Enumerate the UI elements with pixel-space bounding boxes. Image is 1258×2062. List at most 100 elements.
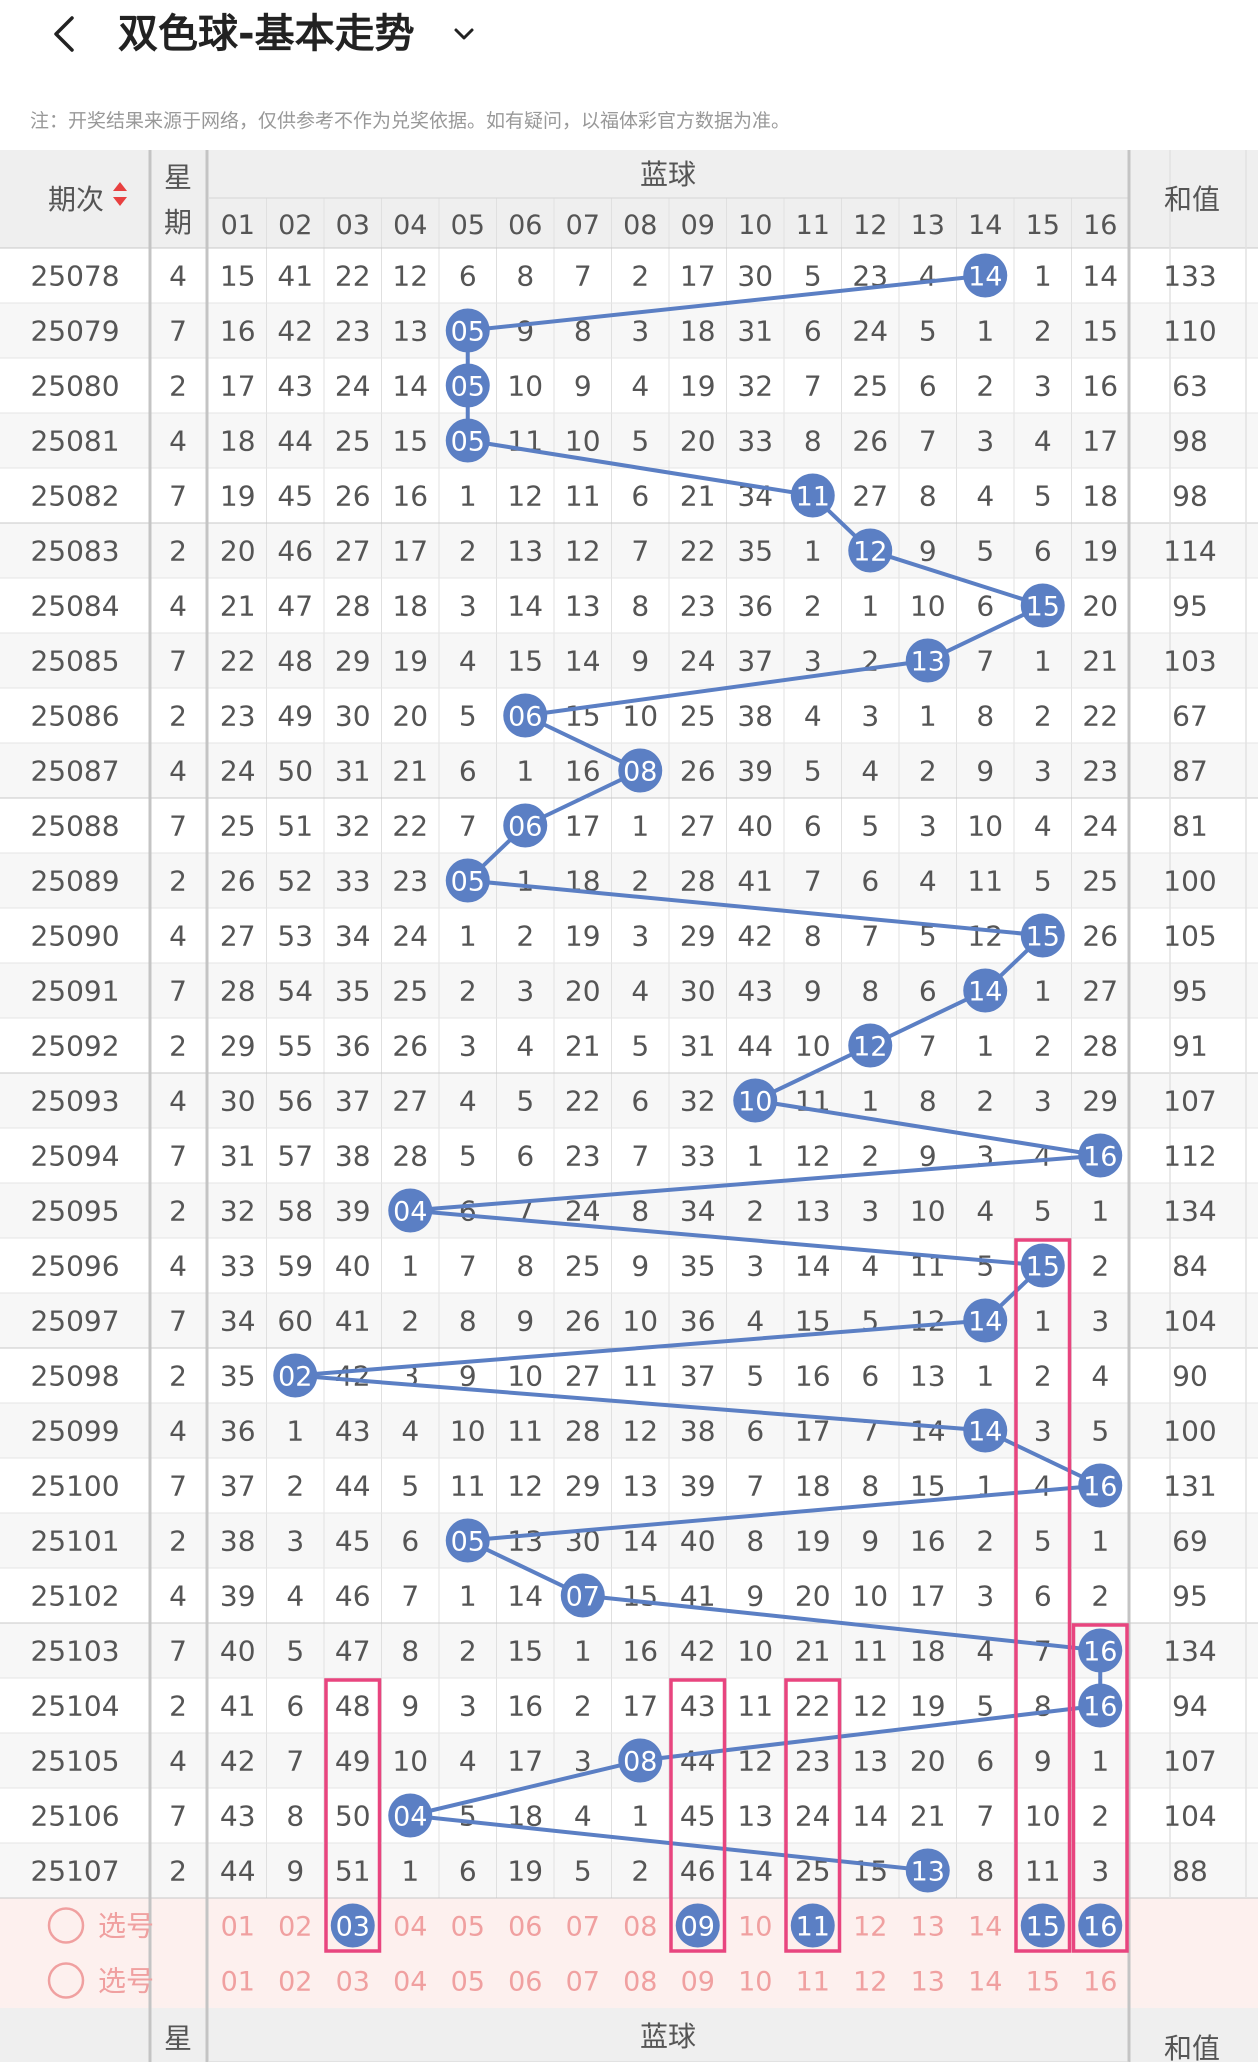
weekday-cell: 2 <box>169 1195 187 1228</box>
omission-cell: 4 <box>804 700 822 733</box>
omission-cell: 10 <box>795 1030 831 1063</box>
select-ball-04[interactable]: 04 <box>393 1967 427 1998</box>
omission-cell: 10 <box>622 700 658 733</box>
svg-text:14: 14 <box>968 1417 1002 1448</box>
select-ball-11[interactable]: 11 <box>796 1967 830 1998</box>
omission-cell: 42 <box>220 1745 256 1778</box>
select-radio[interactable] <box>47 1962 85 1999</box>
omission-cell: 5 <box>516 1085 534 1118</box>
select-ball-06[interactable]: 06 <box>508 1912 542 1943</box>
selected-ball-16[interactable]: 16 <box>1078 1903 1123 1948</box>
selected-ball-11[interactable]: 11 <box>790 1903 835 1948</box>
select-ball-15[interactable]: 15 <box>1026 1967 1060 1998</box>
select-ball-01[interactable]: 01 <box>221 1967 255 1998</box>
blue-ball: 16 <box>1078 1683 1123 1728</box>
blue-ball: 13 <box>905 1848 950 1893</box>
select-ball-03[interactable]: 03 <box>336 1967 370 1998</box>
omission-cell: 17 <box>565 810 601 843</box>
sum-25079: 110 <box>1163 315 1216 348</box>
select-ball-14[interactable]: 14 <box>968 1967 1002 1998</box>
selected-ball-15[interactable]: 15 <box>1020 1903 1065 1948</box>
select-ball-10[interactable]: 10 <box>738 1912 772 1943</box>
omission-cell: 12 <box>392 260 428 293</box>
omission-cell: 24 <box>1082 810 1118 843</box>
omission-cell: 25 <box>220 810 256 843</box>
omission-cell: 18 <box>220 425 256 458</box>
select-ball-12[interactable]: 12 <box>853 1967 887 1998</box>
svg-text:05: 05 <box>451 1527 485 1558</box>
select-ball-05[interactable]: 05 <box>451 1967 485 1998</box>
svg-text:16: 16 <box>1083 1692 1117 1723</box>
svg-text:08: 08 <box>623 757 657 788</box>
select-radio[interactable] <box>47 1907 85 1944</box>
omission-cell: 19 <box>795 1525 831 1558</box>
select-ball-01[interactable]: 01 <box>221 1912 255 1943</box>
omission-cell: 2 <box>401 1305 419 1338</box>
back-arrow-icon[interactable] <box>44 12 88 56</box>
omission-cell: 58 <box>277 1195 313 1228</box>
omission-cell: 19 <box>1082 535 1118 568</box>
omission-cell: 6 <box>804 810 822 843</box>
omission-cell: 2 <box>459 975 477 1008</box>
select-ball-14[interactable]: 14 <box>968 1912 1002 1943</box>
select-ball-02[interactable]: 02 <box>278 1967 312 1998</box>
omission-cell: 42 <box>680 1635 716 1668</box>
omission-cell: 1 <box>1091 1525 1109 1558</box>
svg-text:16: 16 <box>1083 1912 1117 1943</box>
select-ball-04[interactable]: 04 <box>393 1912 427 1943</box>
select-ball-02[interactable]: 02 <box>278 1912 312 1943</box>
header-ball-11: 11 <box>796 210 830 241</box>
omission-cell: 2 <box>861 645 879 678</box>
selected-ball-09[interactable]: 09 <box>675 1903 720 1948</box>
select-ball-07[interactable]: 07 <box>566 1967 600 1998</box>
omission-cell: 2 <box>631 1855 649 1888</box>
select-ball-16[interactable]: 16 <box>1083 1967 1117 1998</box>
weekday-cell: 4 <box>169 1085 187 1118</box>
omission-cell: 11 <box>622 1360 658 1393</box>
select-ball-08[interactable]: 08 <box>623 1967 657 1998</box>
blue-ball: 05 <box>445 363 490 408</box>
omission-cell: 5 <box>574 1855 592 1888</box>
sum-25095: 134 <box>1163 1195 1216 1228</box>
svg-text:15: 15 <box>1026 1912 1060 1943</box>
select-ball-05[interactable]: 05 <box>451 1912 485 1943</box>
header-period[interactable]: 期次 <box>48 183 104 216</box>
select-ball-06[interactable]: 06 <box>508 1967 542 1998</box>
omission-cell: 8 <box>401 1635 419 1668</box>
select-ball-13[interactable]: 13 <box>911 1912 945 1943</box>
omission-cell: 35 <box>220 1360 256 1393</box>
omission-cell: 9 <box>516 315 534 348</box>
weekday-cell: 4 <box>169 1580 187 1613</box>
select-ball-12[interactable]: 12 <box>853 1912 887 1943</box>
omission-cell: 11 <box>565 480 601 513</box>
selected-ball-03[interactable]: 03 <box>330 1903 375 1948</box>
omission-cell: 8 <box>516 1250 534 1283</box>
omission-cell: 16 <box>910 1525 946 1558</box>
select-label[interactable]: 选号 <box>98 1910 154 1943</box>
svg-text:14: 14 <box>968 977 1002 1008</box>
weekday-cell: 7 <box>169 1800 187 1833</box>
omission-cell: 17 <box>507 1745 543 1778</box>
omission-cell: 7 <box>746 1470 764 1503</box>
omission-cell: 23 <box>220 700 256 733</box>
chevron-down-icon[interactable] <box>448 18 480 50</box>
page-title[interactable]: 双色球-基本走势 <box>118 11 415 57</box>
select-ball-08[interactable]: 08 <box>623 1912 657 1943</box>
sort-desc-icon[interactable] <box>113 197 127 206</box>
select-ball-09[interactable]: 09 <box>681 1967 715 1998</box>
select-ball-07[interactable]: 07 <box>566 1912 600 1943</box>
select-label[interactable]: 选号 <box>98 1965 154 1998</box>
period-25107: 25107 <box>30 1855 119 1888</box>
svg-text:05: 05 <box>451 317 485 348</box>
omission-cell: 8 <box>516 260 534 293</box>
omission-cell: 8 <box>919 1085 937 1118</box>
omission-cell: 9 <box>919 1140 937 1173</box>
sum-25092: 91 <box>1172 1030 1208 1063</box>
omission-cell: 6 <box>631 480 649 513</box>
select-ball-13[interactable]: 13 <box>911 1967 945 1998</box>
omission-cell: 6 <box>459 1195 477 1228</box>
omission-cell: 53 <box>277 920 313 953</box>
period-25089: 25089 <box>30 865 119 898</box>
sort-asc-icon[interactable] <box>113 182 127 191</box>
select-ball-10[interactable]: 10 <box>738 1967 772 1998</box>
